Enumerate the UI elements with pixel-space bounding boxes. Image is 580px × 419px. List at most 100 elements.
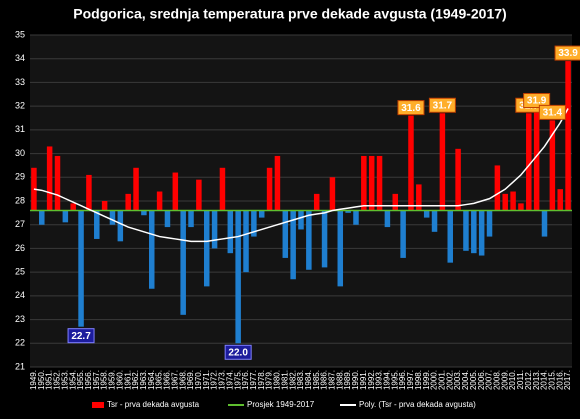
bar (384, 210, 391, 228)
x-tick-label: 1990. (351, 370, 360, 390)
bar (62, 210, 69, 223)
bar (133, 167, 139, 211)
x-tick-label: 1951. (45, 370, 54, 390)
x-tick-label: 1984. (304, 370, 313, 390)
y-tick-label: 27 (15, 219, 25, 229)
bar (313, 193, 320, 211)
data-label: 31.6 (401, 103, 421, 114)
x-tick-label: 1966. (163, 370, 172, 390)
data-label: 22.0 (228, 347, 248, 358)
bar (494, 165, 501, 211)
bar (274, 155, 281, 211)
x-tick-label: 1973. (218, 370, 227, 390)
x-tick-label: 1976. (241, 370, 250, 390)
x-tick-label: 1981. (280, 370, 289, 390)
x-tick-label: 2001. (438, 370, 447, 390)
x-tick-label: 1991. (359, 370, 368, 390)
x-tick-label: 2016. (555, 370, 564, 390)
bar (400, 210, 406, 258)
x-tick-label: 2009. (500, 370, 509, 390)
bar (196, 179, 202, 211)
x-tick-label: 1970. (194, 370, 203, 390)
chart-title: Podgorica, srednja temperatura prve deka… (73, 6, 506, 22)
y-tick-label: 31 (15, 124, 25, 134)
bar (533, 108, 540, 211)
bar (361, 155, 367, 211)
x-tick-label: 1955. (76, 370, 85, 390)
bar (86, 174, 92, 211)
data-label-box (224, 344, 252, 360)
x-tick-label: 2007. (485, 370, 494, 390)
bar (290, 210, 296, 280)
bar (486, 210, 493, 237)
x-tick-label: 1960. (115, 370, 124, 390)
bar (337, 210, 344, 287)
data-label-box (538, 104, 566, 120)
bar (101, 201, 108, 211)
x-tick-label: 2017. (563, 370, 572, 390)
data-label: 33.9 (558, 48, 578, 59)
bar (266, 167, 273, 211)
x-tick-label: 1962. (131, 370, 140, 390)
bar (70, 203, 76, 211)
x-tick-label: 1953. (60, 370, 69, 390)
bar (282, 210, 289, 258)
bar (423, 210, 430, 218)
y-tick-label: 30 (15, 148, 25, 158)
y-tick-label: 24 (15, 290, 25, 300)
x-tick-label: 1993. (375, 370, 384, 390)
bar (219, 167, 226, 211)
bar (258, 210, 265, 218)
bar (353, 210, 359, 225)
legend-label: Prosjek 1949-2017 (247, 400, 315, 409)
y-tick-label: 21 (15, 361, 25, 371)
bar (298, 210, 304, 230)
bar (471, 210, 477, 254)
bar (78, 210, 84, 327)
bar (502, 193, 508, 211)
x-tick-label: 1952. (53, 370, 62, 390)
bar (46, 146, 53, 211)
legend-label: Tsr - prva dekada avgusta (107, 400, 200, 409)
x-tick-label: 1949. (29, 370, 38, 390)
x-tick-label: 2011. (516, 370, 525, 389)
bar (235, 210, 241, 344)
bar (329, 177, 336, 211)
x-tick-label: 2005. (469, 370, 478, 390)
bar (478, 210, 485, 256)
x-tick-label: 2000. (430, 370, 439, 390)
x-tick-label: 1982. (288, 370, 297, 390)
bar (447, 210, 453, 263)
bar (541, 210, 548, 237)
y-tick-label: 35 (15, 29, 25, 39)
bar (94, 210, 100, 239)
bar (455, 148, 461, 211)
x-tick-label: 1957. (92, 370, 101, 390)
data-label-box (523, 93, 551, 109)
bar (54, 155, 61, 211)
y-tick-label: 32 (15, 101, 25, 111)
bar (149, 210, 155, 289)
bar (518, 203, 524, 211)
x-tick-label: 1968. (178, 370, 187, 390)
x-tick-label: 1971. (202, 370, 211, 390)
bar (510, 191, 516, 211)
bar (172, 172, 179, 211)
bar (306, 210, 312, 270)
x-tick-label: 2013. (532, 370, 541, 390)
bar (164, 210, 171, 228)
x-tick-label: 1959. (108, 370, 117, 390)
x-tick-label: 1996. (398, 370, 407, 390)
bar (463, 210, 469, 251)
x-tick-label: 2003. (453, 370, 462, 390)
x-tick-label: 1998. (414, 370, 423, 390)
y-tick-label: 28 (15, 195, 25, 205)
data-label-box (67, 328, 95, 344)
x-tick-label: 1978. (257, 370, 266, 390)
bar (203, 210, 210, 287)
x-tick-label: 1987. (328, 370, 337, 390)
x-tick-label: 1989. (343, 370, 352, 390)
legend-swatch (92, 402, 104, 408)
legend-label: Poly. (Tsr - prva dekada avgusta) (359, 400, 476, 409)
bar (251, 210, 257, 237)
